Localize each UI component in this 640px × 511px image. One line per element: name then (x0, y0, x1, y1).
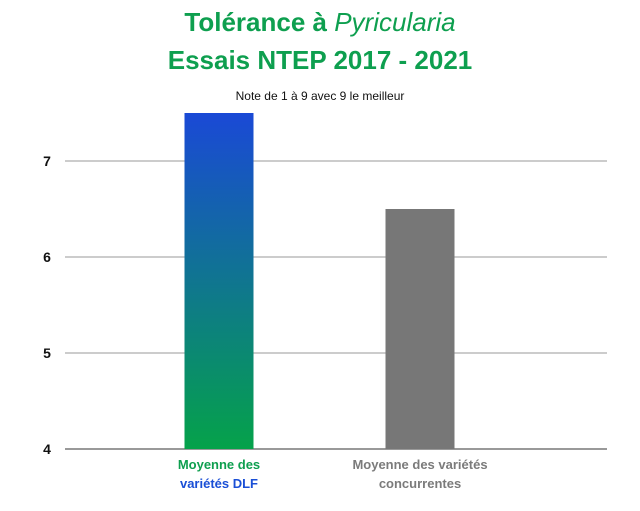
x-category-label: variétés DLF (180, 476, 258, 491)
chart-title-line2: Essais NTEP 2017 - 2021 (167, 45, 473, 75)
y-tick-label: 6 (43, 249, 51, 265)
bar (184, 113, 254, 449)
chart-title-line1: Tolérance à Pyricularia (0, 7, 640, 38)
bar (385, 209, 455, 449)
y-tick-label: 5 (43, 345, 51, 361)
title-text: Tolérance à (184, 7, 327, 37)
title-italic-text: Pyricularia (334, 7, 456, 37)
x-category-label: Moyenne des variétés (352, 457, 487, 472)
chart-subtitle: Note de 1 à 9 avec 9 le meilleur (235, 89, 405, 103)
y-tick-label: 4 (43, 441, 51, 457)
x-category-label: Moyenne des (178, 457, 260, 472)
x-category-label: concurrentes (379, 476, 461, 491)
y-tick-label: 7 (43, 153, 51, 169)
